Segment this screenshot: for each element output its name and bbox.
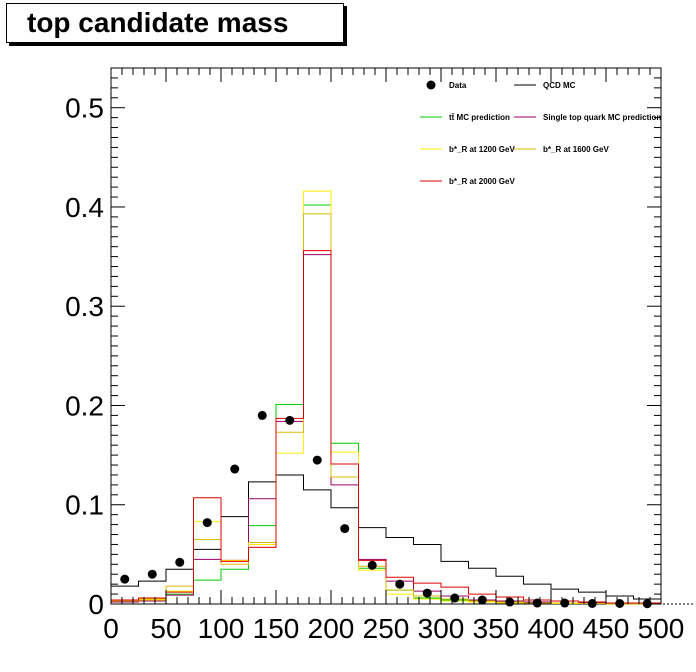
data-point: [312, 455, 322, 465]
legend-entry: Single top quark MC prediction: [514, 113, 661, 122]
x-tick-label: 100: [198, 613, 245, 644]
y-tick-label: 0.1: [65, 490, 104, 521]
x-tick-label: 450: [583, 613, 630, 644]
data-point: [422, 588, 432, 598]
data-point: [395, 579, 405, 589]
x-tick-label: 200: [308, 613, 355, 644]
legend-label: Single top quark MC prediction: [543, 113, 661, 122]
legend-label: b*_R at 1600 GeV: [543, 145, 609, 154]
legend-label: QCD MC: [543, 81, 576, 90]
x-tick-label: 0: [103, 613, 119, 644]
data-point: [175, 557, 185, 567]
y-tick-label: 0.3: [65, 291, 104, 322]
legend-label: Data: [449, 81, 467, 90]
data-point: [147, 569, 157, 579]
data-point: [367, 560, 377, 570]
data-point: [257, 410, 267, 420]
data-point: [285, 415, 295, 425]
legend-entry: b*_R at 1200 GeV: [420, 145, 515, 154]
y-tick-label: 0.4: [65, 192, 104, 223]
x-tick-label: 350: [473, 613, 520, 644]
chart-title-box: top candidate mass: [6, 3, 344, 43]
legend-entry: b*_R at 1600 GeV: [514, 145, 609, 154]
data-point: [120, 574, 130, 584]
x-tick-label: 500: [638, 613, 685, 644]
data-point: [202, 518, 212, 528]
chart-title: top candidate mass: [27, 7, 289, 38]
legend-entry: tt̄ MC prediction: [420, 113, 510, 122]
legend-entry: b*_R at 2000 GeV: [420, 177, 515, 186]
x-tick-label: 400: [528, 613, 575, 644]
legend-label: tt̄ MC prediction: [449, 113, 510, 122]
legend-entry: Data: [426, 80, 467, 90]
legend-label: b*_R at 1200 GeV: [449, 145, 515, 154]
series-5-histogram: [110, 250, 662, 604]
y-tick-label: 0.2: [65, 390, 104, 421]
legend-marker: [426, 80, 436, 90]
x-tick-label: 300: [418, 613, 465, 644]
data-point: [230, 464, 240, 474]
legend-entry: QCD MC: [514, 81, 576, 90]
x-tick-label: 150: [253, 613, 300, 644]
y-tick-label: 0.5: [65, 93, 104, 124]
y-tick-label: 0: [88, 589, 104, 620]
data-point: [340, 524, 350, 534]
legend-label: b*_R at 2000 GeV: [449, 177, 515, 186]
x-tick-label: 250: [363, 613, 410, 644]
x-tick-label: 50: [150, 613, 181, 644]
